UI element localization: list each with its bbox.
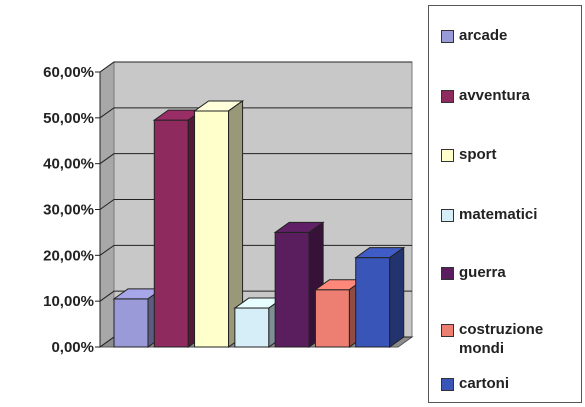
bar-costruzione-mondi-front [314, 289, 350, 348]
y-tick-label: 20,00% [43, 247, 94, 264]
gridline [99, 153, 412, 165]
bar-avventura-front [153, 119, 189, 348]
bar-guerra-front [274, 231, 310, 348]
legend: arcade avventura sport matematici guerra… [428, 5, 582, 403]
legend-label-guerra: guerra [459, 264, 506, 281]
y-tick-label: 10,00% [43, 293, 94, 310]
y-tick-label: 0,00% [51, 339, 94, 356]
legend-label-arcade: arcade [459, 27, 508, 44]
legend-item-costruzione-mondi: costruzione mondi [441, 320, 579, 358]
legend-swatch-cartoni [441, 378, 454, 391]
gridline [99, 107, 412, 119]
legend-swatch-arcade [441, 30, 454, 43]
bar-arcade [112, 287, 164, 348]
y-tick-label: 30,00% [43, 202, 94, 219]
bar-cartoni [354, 246, 406, 348]
legend-item-matematici: matematici [441, 205, 579, 224]
y-tick-label: 40,00% [43, 156, 94, 173]
legend-item-arcade: arcade [441, 26, 579, 45]
legend-swatch-avventura [441, 90, 454, 103]
bar-arcade-front [113, 298, 149, 348]
gridline [99, 61, 412, 73]
legend-swatch-matematici [441, 209, 454, 222]
gridline [99, 199, 412, 210]
legend-label-sport: sport [459, 146, 497, 163]
legend-swatch-guerra [441, 267, 454, 280]
bar-cartoni-front [355, 257, 391, 348]
legend-item-guerra: guerra [441, 263, 579, 282]
bar-cartoni-side [389, 246, 405, 348]
legend-item-cartoni: cartoni [441, 374, 579, 393]
legend-label-cartoni: cartoni [459, 375, 510, 392]
bar-sport-front [194, 110, 230, 348]
legend-label-matematici: matematici [459, 206, 538, 223]
legend-swatch-costruzione-mondi [441, 324, 454, 337]
legend-item-sport: sport [441, 145, 579, 164]
bar-matematici-front [234, 307, 270, 348]
bar-sport [193, 99, 245, 348]
y-tick-label: 50,00% [43, 110, 94, 127]
legend-swatch-sport [441, 149, 454, 162]
legend-label-avventura: avventura [459, 87, 530, 104]
legend-item-avventura: avventura [441, 86, 579, 105]
legend-label-costruzione-mondi: costruzione mondi [459, 321, 544, 357]
y-tick-label: 60,00% [43, 64, 94, 81]
